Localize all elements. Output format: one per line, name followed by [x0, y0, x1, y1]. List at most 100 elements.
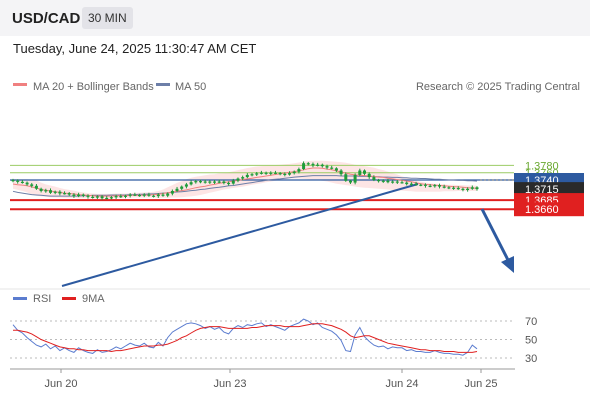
candle-body — [241, 177, 245, 179]
rsi-tick-label: 70 — [525, 316, 537, 328]
candle-body — [269, 172, 273, 174]
candle-body — [297, 169, 301, 172]
level-label-1.3780: 1.3780 — [525, 160, 559, 172]
candle-body — [330, 167, 334, 169]
rsi-ma-legend-label: 9MA — [82, 293, 105, 305]
candle-body — [334, 168, 338, 171]
candle-body — [128, 194, 132, 196]
candle-body — [25, 182, 29, 185]
candle-body — [409, 183, 413, 185]
candle-body — [142, 194, 146, 196]
ma50-legend-label: MA 50 — [175, 81, 206, 93]
candle-body — [292, 171, 296, 174]
candle-body — [231, 180, 235, 184]
candle-body — [58, 191, 62, 194]
candle-body — [386, 180, 390, 183]
projection-arrow-head — [501, 256, 514, 273]
candle-body — [316, 164, 320, 166]
x-tick-label: Jun 25 — [464, 378, 497, 390]
ma20-line — [12, 167, 478, 197]
candle-body — [349, 180, 352, 183]
level-tag-1.3660 — [514, 202, 584, 217]
candle-body — [283, 173, 287, 175]
candle-body — [339, 170, 343, 175]
candle-body — [250, 174, 254, 176]
candle-body — [44, 190, 48, 192]
candle-body — [475, 187, 479, 190]
symbol-title: USD/CAD — [12, 10, 81, 27]
candle-body — [456, 188, 460, 190]
candle-body — [161, 194, 165, 196]
price-legend: MA 20 + Bollinger Bands MA 50 Research ©… — [13, 81, 580, 93]
candle-body — [95, 196, 99, 198]
candle-body — [222, 181, 226, 183]
x-axis-labels: Jun 20 Jun 23 Jun 24 Jun 25 — [44, 369, 498, 390]
candle-body — [20, 181, 24, 183]
candle-body — [170, 191, 174, 194]
candle-body — [395, 181, 399, 183]
chart-datetime: Tuesday, June 24, 2025 11:30:47 AM CET — [13, 41, 257, 56]
candle-body — [423, 184, 427, 186]
candle-body — [255, 173, 259, 175]
candle-body — [91, 196, 95, 198]
candle-body — [259, 172, 263, 174]
candle-body — [86, 195, 90, 197]
top-bar: USD/CAD 30 MIN — [0, 0, 590, 36]
candle-body — [67, 193, 71, 195]
candle-body — [30, 184, 34, 186]
candle-body — [166, 193, 170, 196]
candle-body — [199, 181, 202, 183]
rsi-legend: RSI 9MA — [13, 293, 105, 305]
candle-body — [452, 187, 456, 189]
candle-body — [419, 184, 423, 186]
candle-body — [433, 185, 437, 187]
candle-body — [72, 194, 76, 197]
rsi-line — [12, 318, 478, 356]
candle-body — [147, 194, 151, 196]
ma20-legend-swatch — [13, 83, 27, 86]
candle-body — [372, 177, 376, 180]
x-tick-label: Jun 24 — [385, 378, 418, 390]
candle-body — [306, 163, 310, 165]
candle-body — [400, 182, 404, 184]
candle-body — [353, 174, 357, 183]
candle-body — [363, 170, 366, 174]
projection-arrow — [480, 208, 510, 261]
candle-body — [447, 187, 451, 189]
candle-body — [189, 182, 193, 185]
candle-body — [278, 173, 282, 175]
trend-line — [61, 183, 419, 287]
timeframe-badge[interactable]: 30 MIN — [82, 7, 133, 29]
candles — [11, 161, 479, 201]
level-tag-1.3715 — [514, 182, 584, 197]
candle-body — [288, 173, 291, 175]
candle-body — [124, 195, 127, 197]
x-tick-label: Jun 20 — [44, 378, 77, 390]
candle-body — [344, 174, 348, 181]
candle-body — [133, 194, 137, 196]
candle-body — [302, 163, 306, 169]
candle-body — [325, 166, 329, 168]
rsi-tick-label: 50 — [525, 335, 537, 347]
candle-body — [470, 187, 474, 189]
candle-body — [109, 197, 113, 199]
candle-body — [391, 181, 395, 183]
candle-body — [184, 184, 188, 187]
candle-body — [156, 194, 160, 197]
candle-body — [264, 172, 268, 174]
candle-body — [381, 180, 385, 182]
candle-body — [81, 194, 85, 196]
candle-body — [320, 164, 324, 167]
candle-body — [77, 194, 81, 197]
candle-body — [377, 180, 381, 182]
ma50-legend-swatch — [156, 83, 170, 86]
credit-text: Research © 2025 Trading Central — [416, 81, 580, 93]
rsi-ma-line — [13, 323, 478, 353]
candle-body — [367, 173, 371, 178]
candle-body — [138, 195, 141, 197]
candle-body — [213, 181, 216, 183]
candle-body — [100, 196, 104, 199]
candle-body — [39, 188, 43, 191]
candle-body — [34, 185, 38, 189]
